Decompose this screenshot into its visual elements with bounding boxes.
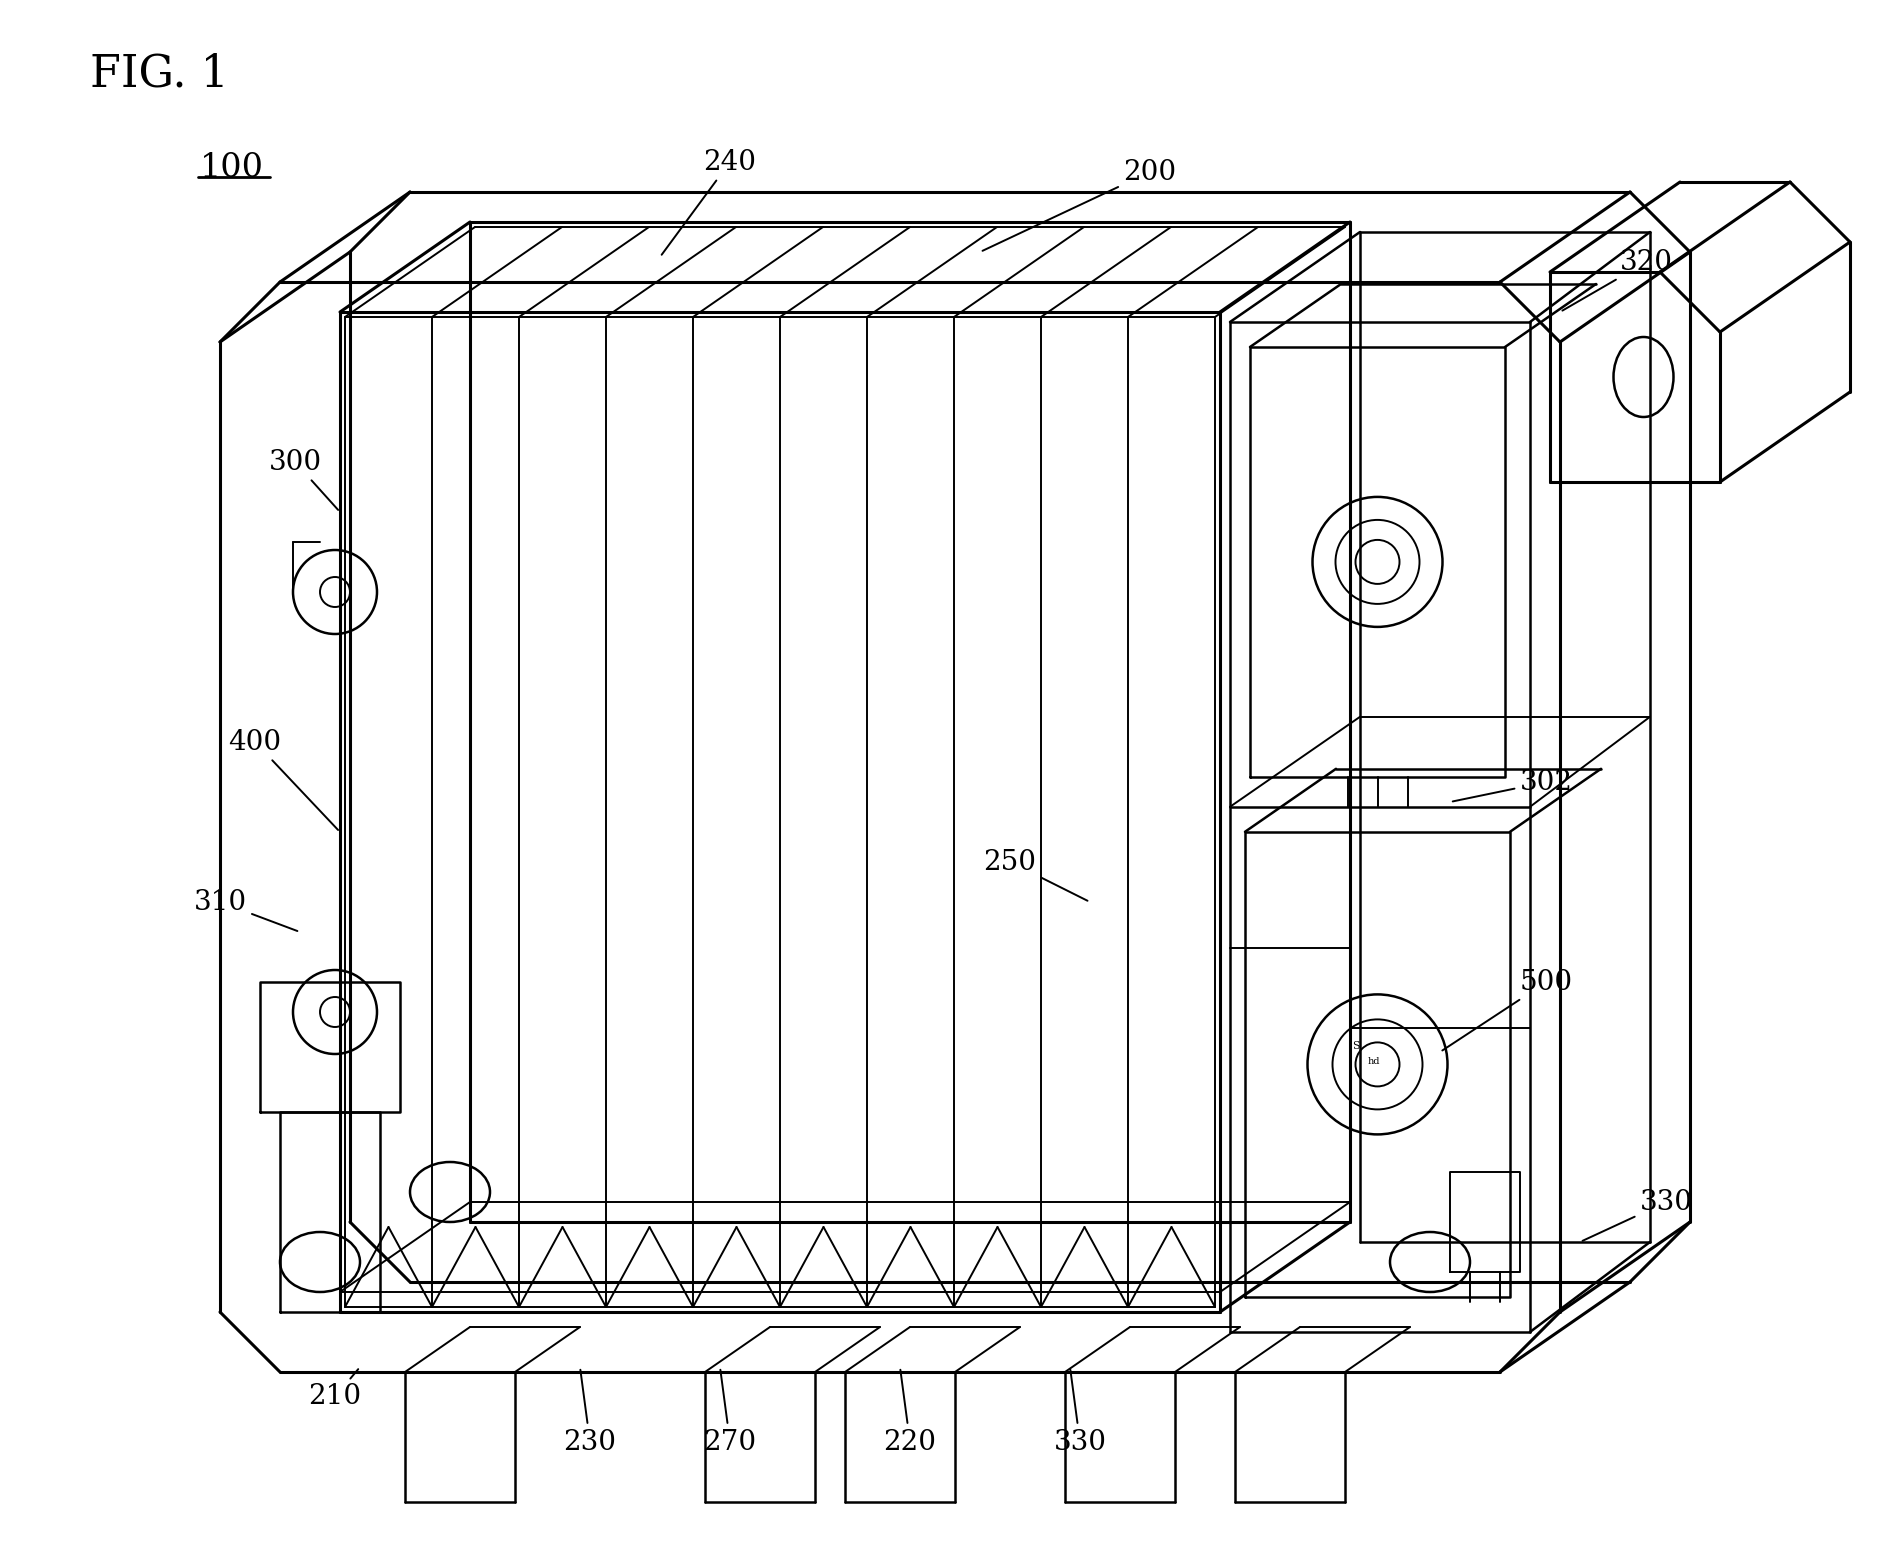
Text: 310: 310: [194, 888, 297, 931]
Text: 330: 330: [1053, 1369, 1107, 1456]
Text: 250: 250: [983, 848, 1087, 901]
Text: 230: 230: [564, 1369, 617, 1456]
Text: 240: 240: [662, 148, 756, 254]
Text: 200: 200: [983, 159, 1177, 251]
Text: 500: 500: [1442, 968, 1574, 1050]
Text: 270: 270: [703, 1369, 756, 1456]
Text: 220: 220: [884, 1369, 936, 1456]
Text: 400: 400: [229, 728, 338, 830]
Text: hd: hd: [1367, 1058, 1380, 1067]
Text: 300: 300: [269, 449, 338, 510]
Text: 100: 100: [199, 153, 263, 183]
Text: S: S: [1352, 1041, 1359, 1052]
Text: FIG. 1: FIG. 1: [90, 52, 229, 96]
Text: 302: 302: [1453, 768, 1574, 802]
Text: 210: 210: [308, 1369, 361, 1411]
Text: 330: 330: [1583, 1189, 1694, 1241]
Text: 320: 320: [1562, 248, 1673, 310]
